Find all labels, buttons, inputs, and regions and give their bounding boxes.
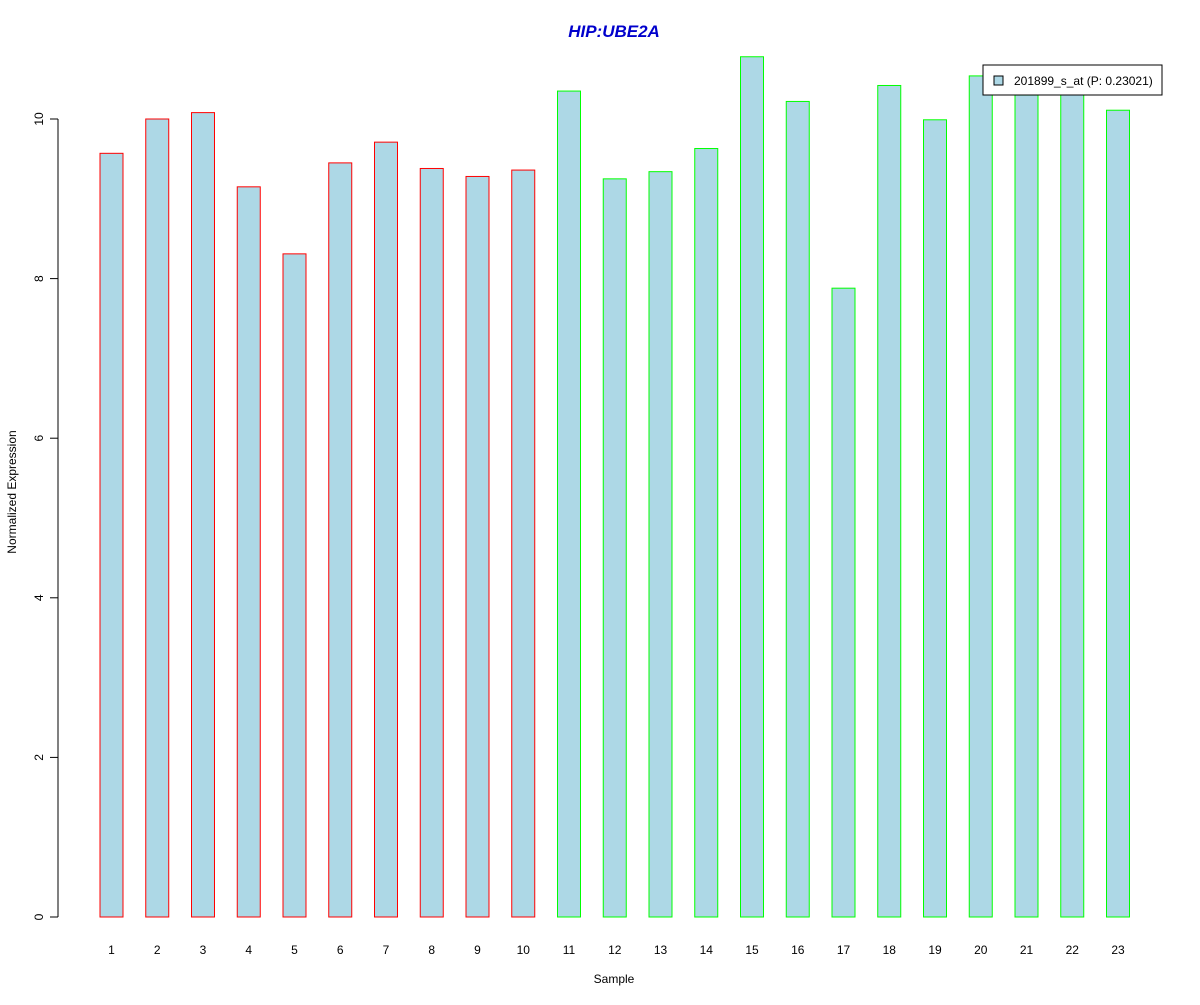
x-tick-label: 7 — [383, 943, 390, 957]
y-tick-label: 10 — [32, 112, 46, 126]
legend-label: 201899_s_at (P: 0.23021) — [1014, 74, 1153, 88]
legend-box — [982, 64, 1163, 96]
x-tick-label: 12 — [608, 943, 622, 957]
legend: 201899_s_at (P: 0.23021) — [982, 64, 1163, 96]
y-axis-label: Normalized Expression — [5, 430, 19, 553]
bar — [99, 152, 124, 918]
bar — [419, 167, 444, 918]
bar — [923, 119, 947, 918]
x-tick-label: 16 — [791, 943, 805, 957]
x-tick-label: 19 — [928, 943, 942, 957]
bar — [465, 175, 490, 918]
bar — [1060, 90, 1085, 918]
x-tick-label: 6 — [337, 943, 344, 957]
x-tick-labels: 1 2 3 4 5 6 7 8 9 10 11 12 13 14 15 16 17 18 19 20 21 22 23 — [108, 943, 1125, 957]
y-tick-label: 4 — [32, 594, 46, 601]
y-axis: 0 2 4 6 8 10 — [32, 112, 59, 920]
bar — [694, 148, 719, 918]
x-tick-label: 2 — [154, 943, 161, 957]
bar — [374, 141, 398, 918]
y-tick-label: 0 — [32, 913, 46, 920]
bar — [877, 84, 902, 918]
bars-group — [99, 56, 1130, 918]
bar — [648, 171, 673, 918]
x-tick-label: 5 — [291, 943, 298, 957]
x-tick-label: 11 — [563, 943, 576, 957]
bar — [236, 186, 261, 918]
x-tick-label: 20 — [974, 943, 988, 957]
x-tick-label: 18 — [883, 943, 897, 957]
bar — [785, 100, 810, 918]
x-axis-label: Sample — [594, 972, 635, 986]
y-tick-label: 2 — [32, 754, 46, 761]
bar — [1106, 109, 1130, 918]
x-tick-label: 10 — [517, 943, 531, 957]
x-tick-label: 3 — [200, 943, 207, 957]
bar — [511, 169, 536, 918]
x-tick-label: 21 — [1020, 943, 1034, 957]
x-tick-label: 9 — [474, 943, 481, 957]
bar — [557, 90, 581, 918]
x-tick-label: 22 — [1066, 943, 1080, 957]
x-tick-label: 17 — [837, 943, 851, 957]
y-tick-label: 8 — [32, 275, 46, 282]
x-tick-label: 4 — [245, 943, 252, 957]
bar — [602, 178, 627, 918]
bar — [968, 75, 993, 918]
chart-title: HIP:UBE2A — [568, 22, 660, 41]
bar — [145, 118, 170, 918]
bar — [740, 56, 764, 918]
x-tick-label: 23 — [1111, 943, 1125, 957]
y-tick-label: 6 — [32, 435, 46, 442]
bar — [282, 253, 307, 918]
legend-swatch — [993, 75, 1004, 86]
bar — [328, 162, 353, 918]
bar — [831, 287, 856, 918]
x-tick-label: 1 — [108, 943, 115, 957]
x-tick-label: 15 — [745, 943, 759, 957]
x-tick-label: 8 — [428, 943, 435, 957]
x-tick-label: 14 — [700, 943, 714, 957]
bar — [191, 112, 215, 918]
x-tick-label: 13 — [654, 943, 668, 957]
bar — [1014, 94, 1039, 918]
